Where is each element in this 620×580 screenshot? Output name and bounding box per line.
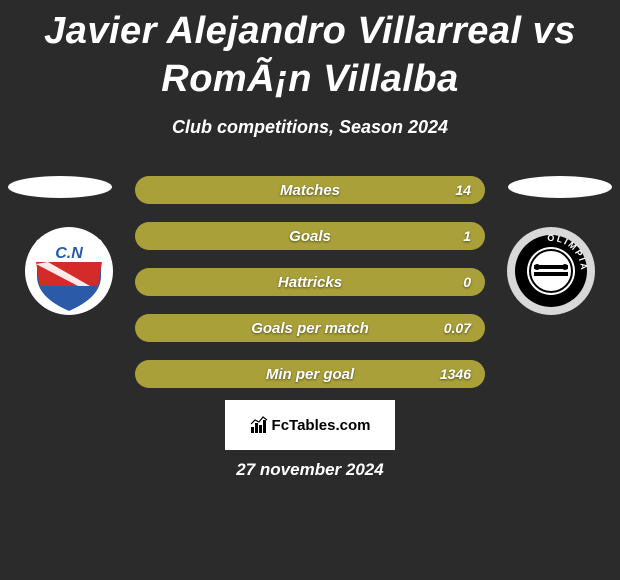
player-marker-left (8, 176, 112, 198)
stat-label: Matches (135, 176, 485, 204)
brand-text: FcTables.com (272, 417, 371, 434)
comparison-subtitle: Club competitions, Season 2024 (0, 117, 620, 138)
player-marker-right (508, 176, 612, 198)
stat-row: Matches14 (135, 176, 485, 204)
olimpia-badge-icon: OLIMPIA (506, 226, 596, 316)
comparison-date: 27 november 2024 (0, 460, 620, 480)
brand-box: FcTables.com (225, 400, 395, 450)
stat-label: Min per goal (135, 360, 485, 388)
chart-icon (250, 416, 268, 434)
stat-value-right: 1 (463, 222, 471, 250)
stat-label: Goals per match (135, 314, 485, 342)
nacional-shield-icon: C.N (24, 226, 114, 316)
stat-row: Min per goal1346 (135, 360, 485, 388)
stat-row: Hattricks0 (135, 268, 485, 296)
stat-value-right: 0.07 (444, 314, 471, 342)
stat-row: Goals per match0.07 (135, 314, 485, 342)
stat-value-right: 0 (463, 268, 471, 296)
stat-row: Goals1 (135, 222, 485, 250)
stats-container: Matches14 Goals1 Hattricks0 Goals per match… (135, 176, 485, 406)
club-logo-right: OLIMPIA (506, 226, 596, 316)
stat-value-right: 1346 (440, 360, 471, 388)
comparison-title: Javier Alejandro Villarreal vs RomÃ¡n Vi… (0, 0, 620, 103)
stat-label: Goals (135, 222, 485, 250)
stat-label: Hattricks (135, 268, 485, 296)
svg-text:C.N: C.N (55, 245, 83, 262)
club-logo-left: C.N (24, 226, 114, 316)
stat-value-right: 14 (455, 176, 471, 204)
